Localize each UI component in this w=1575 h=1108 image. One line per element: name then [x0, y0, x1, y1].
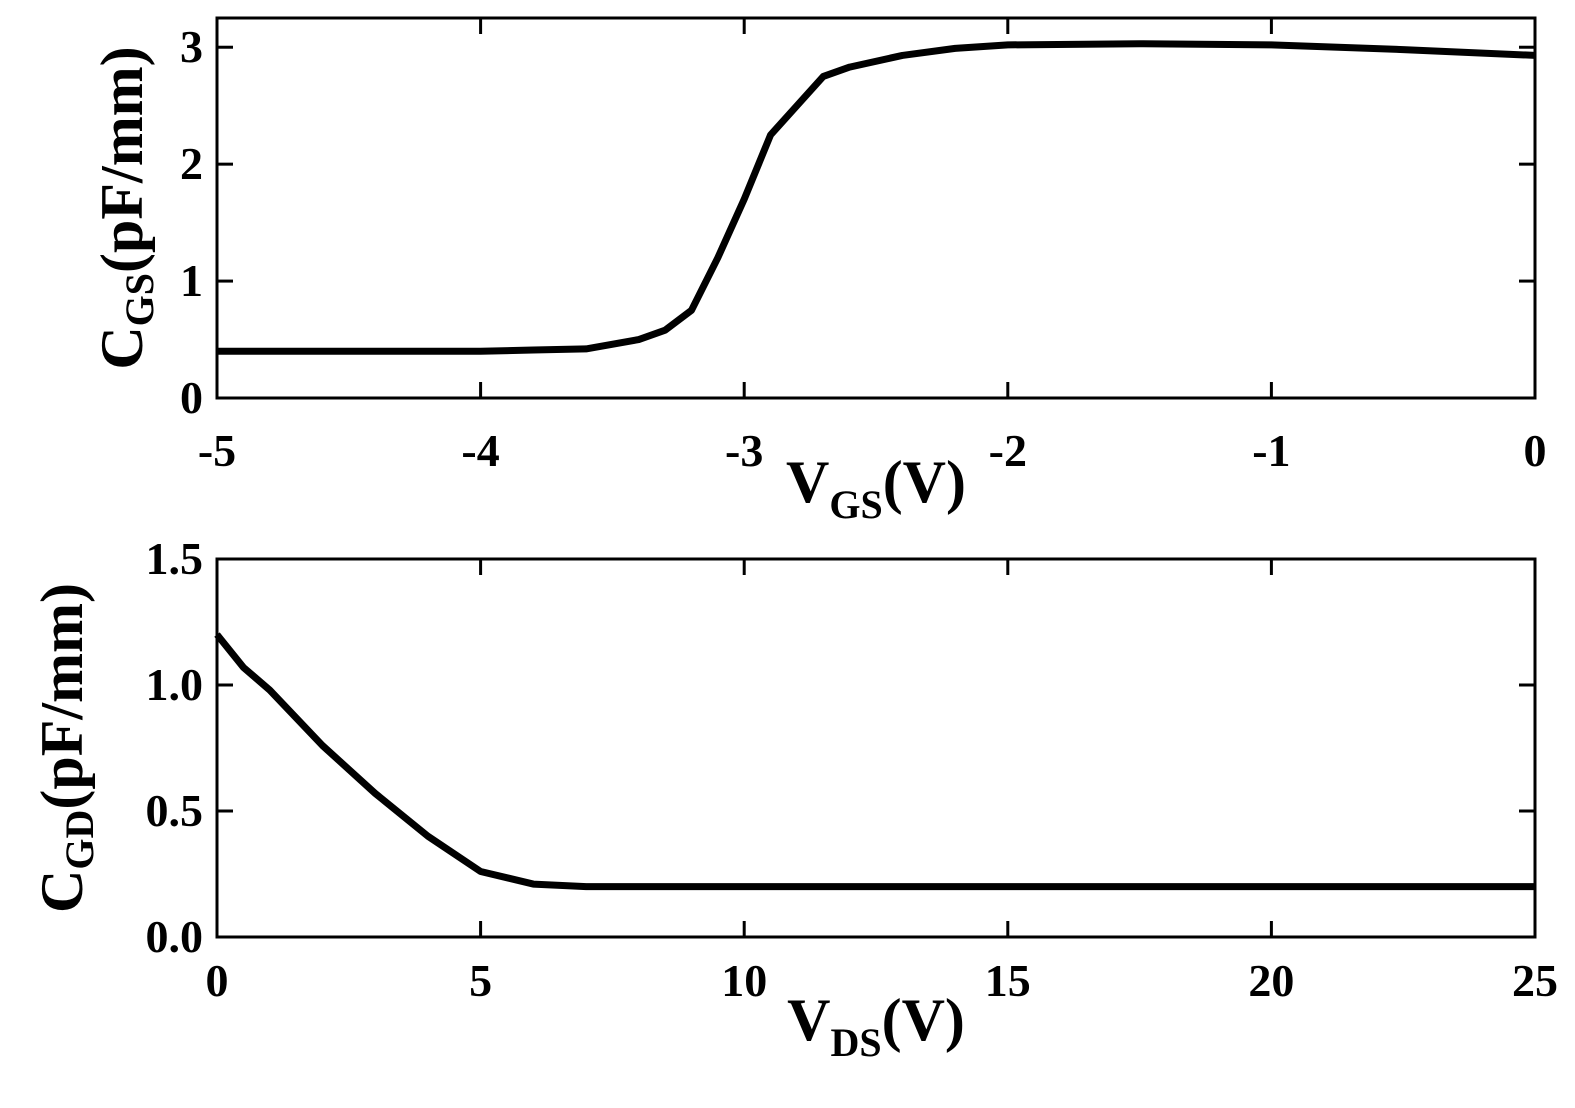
- y-axis-label-main: C: [29, 870, 95, 913]
- y-axis-label-unit: (pF/mm): [29, 583, 95, 810]
- x-tick-label: 0: [1524, 425, 1547, 476]
- x-axis-label: VDS(V): [787, 987, 965, 1065]
- y-tick-label: 0: [180, 372, 203, 423]
- y-axis-label-main: C: [89, 326, 155, 369]
- x-axis-label: VGS(V): [786, 449, 966, 527]
- y-tick-label: 3: [180, 21, 203, 72]
- x-tick-label: -1: [1252, 425, 1290, 476]
- subplot: 0 5 10 15 20 25 0.0 0.5 1.0 1.5 VDS(V) CGD(pF/mm): [29, 533, 1558, 1065]
- x-tick-label: -3: [725, 425, 763, 476]
- y-tick-label: 1.0: [146, 659, 204, 710]
- y-axis-label-unit: (pF/mm): [89, 46, 155, 273]
- plot-frame: [215, 16, 1537, 400]
- x-axis-label-unit: (V): [883, 449, 966, 515]
- y-tick-label: 2: [180, 138, 203, 189]
- y-axis-label: CGD(pF/mm): [29, 583, 102, 913]
- x-tick-label: 15: [985, 955, 1031, 1006]
- x-tick-label: -4: [461, 425, 499, 476]
- plot-frame: [215, 557, 1537, 939]
- x-axis-label-sub: DS: [830, 1020, 881, 1065]
- y-tick-label: 1.5: [146, 533, 204, 584]
- y-tick-label: 0.5: [146, 785, 204, 836]
- data-line: [214, 632, 1535, 891]
- x-axis-label-sub: GS: [829, 482, 882, 527]
- x-tick-label: -5: [198, 425, 236, 476]
- x-axis-label-main: V: [787, 987, 830, 1053]
- y-tick-label: 0.0: [146, 911, 204, 962]
- y-axis-label: CGS(pF/mm): [89, 46, 162, 369]
- x-tick-label: 10: [721, 955, 767, 1006]
- x-tick-label: -2: [989, 425, 1027, 476]
- x-tick-label: 25: [1512, 955, 1558, 1006]
- x-tick-label: 5: [469, 955, 492, 1006]
- y-tick-label: 1: [180, 255, 203, 306]
- data-line: [217, 40, 1536, 355]
- y-axis-label-sub: GD: [57, 810, 102, 870]
- x-axis-label-main: V: [786, 449, 829, 515]
- x-axis-label-unit: (V): [882, 987, 965, 1053]
- x-tick-label: 20: [1248, 955, 1294, 1006]
- y-axis-label-sub: GS: [117, 273, 162, 326]
- x-tick-label: 0: [206, 955, 229, 1006]
